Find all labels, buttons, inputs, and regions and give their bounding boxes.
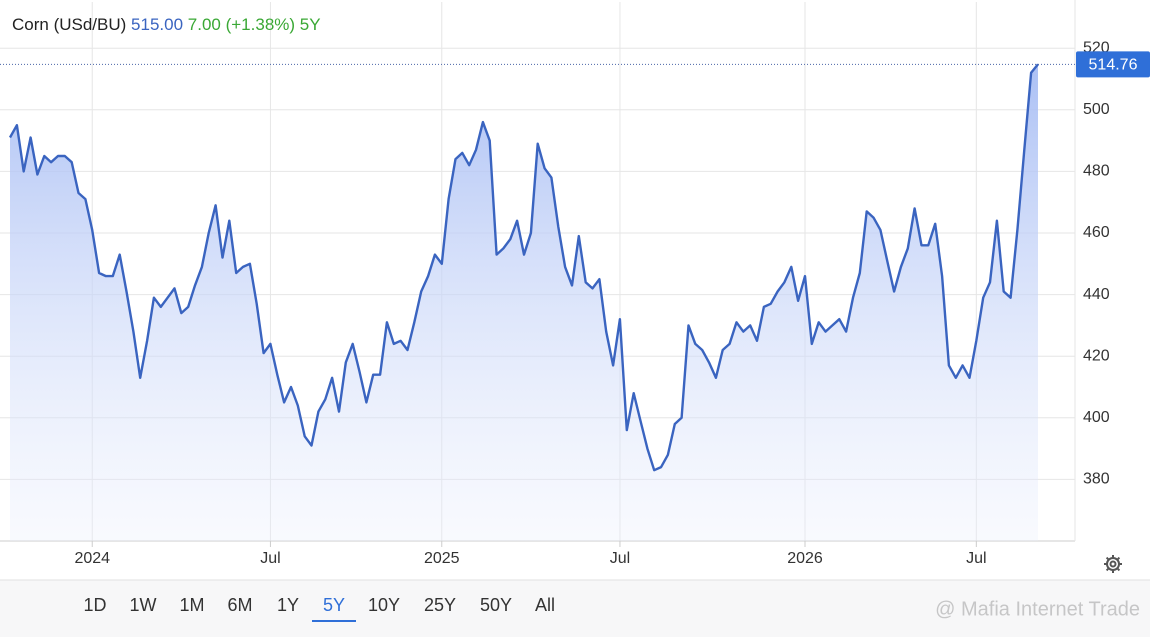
range-button[interactable]: 10Y <box>368 595 400 615</box>
range-button[interactable]: 25Y <box>424 595 456 615</box>
watermark: @ Mafia Internet Trade <box>935 598 1140 620</box>
range-button[interactable]: 6M <box>227 595 252 615</box>
y-tick-label: 420 <box>1083 347 1110 364</box>
range-button[interactable]: 1M <box>179 595 204 615</box>
y-tick-label: 400 <box>1083 409 1110 426</box>
gear-teeth[interactable] <box>1104 555 1122 573</box>
range-button[interactable]: 50Y <box>480 595 512 615</box>
range-button[interactable]: 1Y <box>277 595 299 615</box>
last-price-box <box>1076 51 1150 78</box>
x-tick-label: Jul <box>260 550 280 567</box>
y-tick-label: 380 <box>1083 471 1110 488</box>
range-button[interactable]: 5Y <box>323 595 345 615</box>
gear-hub[interactable] <box>1109 560 1117 568</box>
y-tick-label: 460 <box>1083 224 1110 241</box>
range-button[interactable]: All <box>535 595 555 615</box>
header: Corn (USd/BU) 515.00 7.00 (+1.38%) 5Y <box>12 15 321 34</box>
header-period: 5Y <box>300 15 321 34</box>
range-button[interactable]: 1D <box>83 595 106 615</box>
y-tick-label: 440 <box>1083 286 1110 303</box>
range-underline <box>312 620 356 622</box>
y-tick-label: 480 <box>1083 163 1110 180</box>
y-tick-label: 500 <box>1083 101 1110 118</box>
gear[interactable] <box>1106 557 1120 571</box>
x-tick-label: Jul <box>966 550 986 567</box>
range-button[interactable]: 1W <box>130 595 157 615</box>
area <box>10 64 1038 542</box>
last-price-label: 514.76 <box>1089 57 1138 74</box>
x-tick-label: 2024 <box>74 550 110 567</box>
header-price: 515.00 <box>131 15 183 34</box>
range-bar <box>0 580 1150 637</box>
header-title: Corn (USd/BU) <box>12 15 126 34</box>
settings-icon[interactable] <box>1104 555 1122 573</box>
x-tick-label: 2025 <box>424 550 460 567</box>
line <box>8 63 1039 472</box>
x-tick-label: Jul <box>610 550 630 567</box>
header-change: 7.00 (+1.38%) <box>188 15 295 34</box>
x-tick-label: 2026 <box>787 550 823 567</box>
